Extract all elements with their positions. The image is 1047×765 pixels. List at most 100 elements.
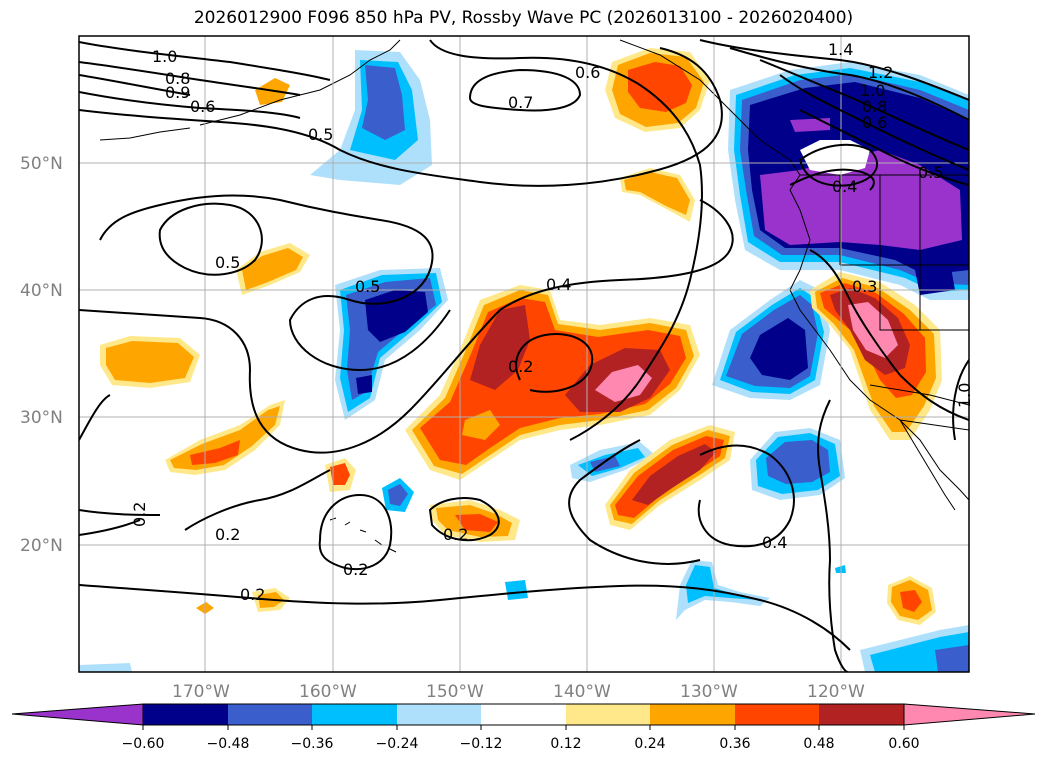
colorbar-tick-label: 0.36 bbox=[719, 736, 750, 752]
pos-anomaly-central-peak bbox=[595, 365, 652, 402]
neg-anomaly-southeast-3 bbox=[766, 440, 830, 484]
pos-anomaly-north-3 bbox=[628, 62, 692, 112]
colorbar-tick-label: 0.24 bbox=[634, 736, 665, 752]
pos-anomaly-central-core bbox=[470, 305, 530, 390]
contour-label: 0.2 bbox=[130, 502, 149, 527]
contour-0-8-west bbox=[79, 61, 301, 96]
colorbar-segment bbox=[819, 704, 904, 725]
lon-label-140w: 140°W bbox=[553, 682, 611, 702]
contour-1-0-west bbox=[79, 41, 331, 81]
coastline-bc bbox=[789, 189, 811, 291]
contour-label: 0.3 bbox=[852, 277, 877, 296]
colorbar-tick-label: 0.12 bbox=[550, 736, 581, 752]
neg-anomaly-east-central-core bbox=[750, 318, 808, 380]
contour-0-4 bbox=[79, 199, 734, 454]
contour-label: 1.0 bbox=[860, 81, 885, 100]
pos-anomaly-spot-se3 bbox=[900, 590, 922, 612]
contour-label: 1.0 bbox=[152, 47, 177, 66]
lat-label-30n: 30°N bbox=[20, 408, 63, 428]
contour-label: 0.2 bbox=[343, 560, 368, 579]
contour-label: 1.0 bbox=[955, 383, 974, 408]
contour-1-0-far-east bbox=[952, 359, 969, 441]
contour-label: 0.7 bbox=[508, 93, 533, 112]
contour-0-2-bottom bbox=[79, 584, 851, 651]
contour-0-6-ne bbox=[799, 109, 969, 186]
contour-0-9-west bbox=[79, 74, 191, 96]
neg-anomaly-east-small bbox=[915, 262, 955, 295]
contour-label: 0.4 bbox=[546, 275, 571, 294]
neg-anomaly-spot-5c bbox=[935, 645, 969, 672]
contour-0-6-central bbox=[429, 39, 703, 441]
contour-0-2-west bbox=[79, 509, 161, 516]
colorbar-segment bbox=[481, 704, 566, 725]
contour-1-2-ne bbox=[729, 47, 969, 121]
contour-label: 0.5 bbox=[355, 277, 380, 296]
lon-label-150w: 150°W bbox=[426, 682, 484, 702]
contour-0-6-west bbox=[79, 91, 301, 119]
lat-label-50n: 50°N bbox=[20, 154, 63, 174]
graticule bbox=[79, 36, 969, 672]
coastline-aleutians bbox=[99, 127, 191, 141]
neg-anomaly-north-central-inner bbox=[362, 65, 405, 140]
contour-labels: 1.0 0.8 0.9 0.6 0.5 0.7 0.6 1.4 1.2 1.0 … bbox=[130, 40, 974, 604]
pos-anomaly-spot-far-wb bbox=[106, 341, 194, 383]
pos-anomaly-south-central-core bbox=[632, 444, 716, 505]
coastline-baja bbox=[899, 419, 956, 511]
contour-0-5-west bbox=[79, 47, 723, 187]
contour-label: 0.6 bbox=[575, 63, 600, 82]
colorbar-segment bbox=[143, 704, 228, 725]
contour-0-4-south bbox=[697, 444, 795, 548]
contour-label: 0.9 bbox=[165, 83, 190, 102]
colorbar-tick-label: −0.24 bbox=[376, 736, 419, 752]
neg-anomaly-spot-3b bbox=[686, 565, 760, 603]
colorbar-tick-label: −0.12 bbox=[460, 736, 503, 752]
pos-anomaly-south-3 bbox=[455, 514, 498, 532]
contour-label: 0.5 bbox=[918, 163, 943, 182]
colorbar-tick-label: 0.60 bbox=[888, 736, 919, 752]
contour-label: 0.6 bbox=[862, 113, 887, 132]
contour-label: 0.5 bbox=[215, 253, 240, 272]
pv-contours bbox=[79, 39, 969, 672]
contour-label: 0.4 bbox=[832, 177, 857, 196]
lon-label-170w: 170°W bbox=[172, 682, 230, 702]
lon-label-130w: 130°W bbox=[680, 682, 738, 702]
contour-0-3-ca bbox=[809, 249, 969, 421]
contour-west-closed bbox=[79, 394, 111, 441]
colorbar-ticks bbox=[142, 725, 905, 730]
colorbar-tick-label: −0.36 bbox=[291, 736, 334, 752]
colorbar: −0.60 −0.48 −0.36 −0.24 −0.12 0.12 0.24 … bbox=[11, 703, 1036, 752]
colorbar-tick-label: −0.48 bbox=[207, 736, 250, 752]
neg-anomaly-northeast-ring bbox=[800, 140, 870, 175]
pos-anomaly-spot-wb bbox=[242, 248, 303, 290]
colorbar-outline bbox=[142, 703, 905, 726]
colorbar-segment bbox=[650, 704, 735, 725]
contour-0-4-ne-ring bbox=[798, 143, 879, 187]
coastline-alaska-peninsula bbox=[199, 39, 401, 126]
map-layers bbox=[79, 36, 969, 672]
pos-anomaly-southwest-3 bbox=[190, 440, 240, 465]
contour-0-2-central bbox=[184, 469, 331, 531]
contour-label: 0.6 bbox=[190, 97, 215, 116]
longitude-axis: 170°W 160°W 150°W 140°W 130°W 120°W bbox=[172, 682, 865, 702]
contour-0-2-east bbox=[515, 333, 594, 393]
colorbar-tick-label: −0.60 bbox=[122, 736, 165, 752]
pos-anomaly-spot-sw2b bbox=[330, 463, 350, 485]
pos-anomaly-california-peak bbox=[848, 302, 898, 358]
colorbar-tick-label: 0.48 bbox=[803, 736, 834, 752]
lon-label-120w: 120°W bbox=[807, 682, 865, 702]
contour-0-2-hawaii bbox=[318, 493, 393, 570]
contour-0-2-far-east bbox=[817, 399, 849, 672]
coastline-us-west bbox=[789, 289, 969, 501]
coastline-alaska-panhandle bbox=[619, 39, 801, 191]
contour-label: 0.5 bbox=[308, 125, 333, 144]
colorbar-segment bbox=[735, 704, 819, 725]
contour-label: 0.8 bbox=[165, 69, 190, 88]
contour-0-2-west-b bbox=[79, 519, 141, 536]
colorbar-extend-right bbox=[903, 703, 1036, 726]
lat-label-40n: 40°N bbox=[20, 281, 63, 301]
contour-label: 1.4 bbox=[828, 40, 853, 59]
contour-0-4-east bbox=[568, 439, 701, 565]
neg-anomaly-spot-6 bbox=[79, 663, 132, 672]
neg-anomaly-central-core-2 bbox=[356, 375, 372, 394]
